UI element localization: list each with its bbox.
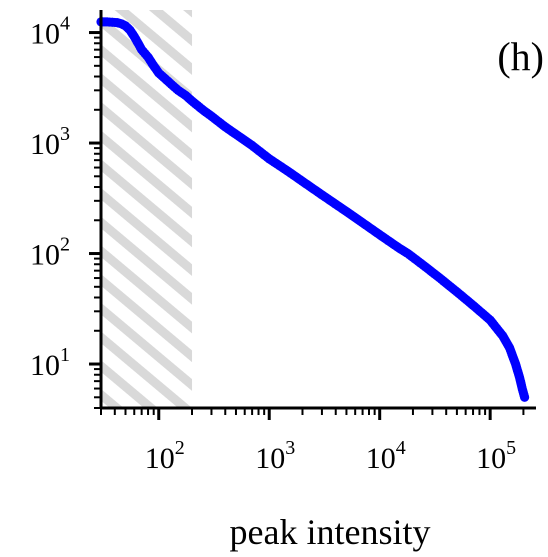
x-tick-label: 104	[366, 437, 406, 475]
shaded-region	[101, 10, 193, 408]
x-axis-label: peak intensity	[230, 512, 431, 552]
x-tick-label: 102	[145, 437, 185, 475]
y-tick-label: 101	[30, 344, 70, 382]
series-points	[96, 17, 530, 402]
tick-labels: 102 103 104 105 101 102 103 104	[30, 13, 516, 475]
shaded-region-rect	[101, 10, 193, 408]
y-tick-label: 103	[30, 123, 70, 161]
x-tick-label: 103	[255, 437, 295, 475]
data-point	[520, 392, 530, 402]
y-tick-label: 104	[30, 13, 70, 51]
y-tick-label: 102	[30, 234, 70, 272]
axes	[89, 10, 536, 420]
panel-label: (h)	[497, 34, 544, 79]
x-tick-label: 105	[476, 437, 516, 475]
